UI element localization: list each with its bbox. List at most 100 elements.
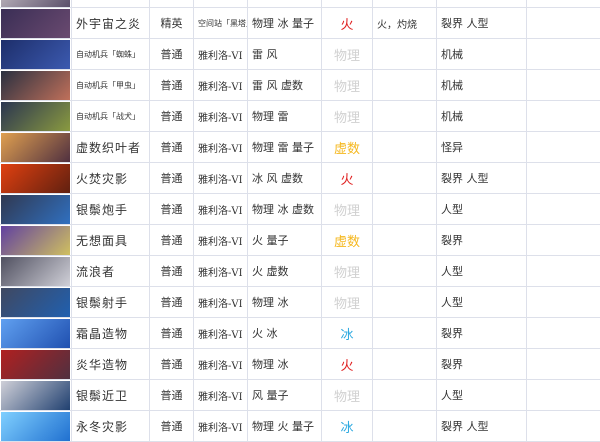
enemy-resistance: 火	[322, 8, 373, 38]
enemy-location: 雅利洛-VI	[194, 163, 248, 193]
table-row[interactable]: 银鬃炮手 普通 雅利洛-VI 物理 冰 虚数 物理 人型	[0, 194, 600, 225]
enemy-location: 空间站「黑塔」	[194, 8, 248, 38]
table-row[interactable]: 冻结，灼烧	[0, 0, 600, 8]
enemy-resistance: 物理	[322, 70, 373, 100]
enemy-resistance: 冰	[322, 411, 373, 441]
enemy-type: 裂界	[437, 318, 527, 348]
enemy-resistance	[322, 0, 373, 7]
enemy-rank: 普通	[150, 101, 194, 131]
enemy-name: 银鬃近卫	[72, 380, 150, 410]
enemy-effects	[373, 39, 437, 69]
empty-cell	[527, 132, 600, 162]
enemy-rank: 普通	[150, 194, 194, 224]
enemy-effects	[373, 225, 437, 255]
enemy-weakness: 雷 风	[248, 39, 322, 69]
enemy-effects	[373, 194, 437, 224]
table-row[interactable]: 银鬃近卫 普通 雅利洛-VI 风 量子 物理 人型	[0, 380, 600, 411]
enemy-effects	[373, 349, 437, 379]
enemy-location: 雅利洛-VI	[194, 101, 248, 131]
enemy-type: 机械	[437, 101, 527, 131]
enemy-location: 雅利洛-VI	[194, 411, 248, 441]
enemy-name: 自动机兵「战犬」	[72, 101, 150, 131]
enemy-type: 人型	[437, 287, 527, 317]
empty-cell	[527, 70, 600, 100]
enemy-portrait	[0, 194, 72, 224]
enemy-location: 雅利洛-VI	[194, 70, 248, 100]
enemy-name: 银鬃炮手	[72, 194, 150, 224]
enemy-resistance: 火	[322, 163, 373, 193]
enemy-type: 裂界	[437, 349, 527, 379]
enemy-weakness: 物理 冰 虚数	[248, 194, 322, 224]
empty-cell	[527, 0, 600, 7]
enemy-portrait	[0, 163, 72, 193]
enemy-name: 火焚灾影	[72, 163, 150, 193]
empty-cell	[527, 194, 600, 224]
enemy-effects	[373, 287, 437, 317]
enemy-type: 裂界	[437, 225, 527, 255]
enemy-resistance: 火	[322, 349, 373, 379]
enemy-rank: 精英	[150, 8, 194, 38]
table-row[interactable]: 自动机兵「战犬」 普通 雅利洛-VI 物理 雷 物理 机械	[0, 101, 600, 132]
enemy-portrait	[0, 287, 72, 317]
empty-cell	[527, 349, 600, 379]
table-row[interactable]: 外宇宙之炎 精英 空间站「黑塔」 物理 冰 量子 火 火，灼烧 裂界 人型	[0, 8, 600, 39]
table-row[interactable]: 无想面具 普通 雅利洛-VI 火 量子 虚数 裂界	[0, 225, 600, 256]
enemy-effects: 火，灼烧	[373, 8, 437, 38]
enemy-resistance: 冰	[322, 318, 373, 348]
empty-cell	[527, 8, 600, 38]
enemy-portrait	[0, 380, 72, 410]
table-row[interactable]: 炎华造物 普通 雅利洛-VI 物理 冰 火 裂界	[0, 349, 600, 380]
enemy-effects	[373, 70, 437, 100]
enemy-name: 自动机兵「蜘蛛」	[72, 39, 150, 69]
enemy-effects: 冻结，灼烧	[373, 0, 437, 7]
enemy-weakness: 火 量子	[248, 225, 322, 255]
enemy-weakness: 火 虚数	[248, 256, 322, 286]
enemy-name: 自动机兵「甲虫」	[72, 70, 150, 100]
enemy-portrait	[0, 256, 72, 286]
enemy-weakness: 冰 风 虚数	[248, 163, 322, 193]
enemy-rank: 普通	[150, 318, 194, 348]
enemy-portrait	[0, 318, 72, 348]
empty-cell	[527, 225, 600, 255]
enemy-resistance: 物理	[322, 380, 373, 410]
enemy-rank: 普通	[150, 70, 194, 100]
enemy-weakness: 风 量子	[248, 380, 322, 410]
enemy-location: 雅利洛-VI	[194, 287, 248, 317]
enemy-name: 霜晶造物	[72, 318, 150, 348]
table-row[interactable]: 虚数织叶者 普通 雅利洛-VI 物理 雷 量子 虚数 怪异	[0, 132, 600, 163]
enemy-portrait	[0, 132, 72, 162]
enemy-rank: 普通	[150, 287, 194, 317]
empty-cell	[527, 411, 600, 441]
enemy-rank: 普通	[150, 225, 194, 255]
enemy-resistance: 虚数	[322, 132, 373, 162]
empty-cell	[527, 101, 600, 131]
enemy-resistance: 物理	[322, 194, 373, 224]
table-row[interactable]: 火焚灾影 普通 雅利洛-VI 冰 风 虚数 火 裂界 人型	[0, 163, 600, 194]
enemy-portrait	[0, 70, 72, 100]
enemy-weakness	[248, 0, 322, 7]
table-row[interactable]: 自动机兵「蜘蛛」 普通 雅利洛-VI 雷 风 物理 机械	[0, 39, 600, 70]
table-row[interactable]: 霜晶造物 普通 雅利洛-VI 火 冰 冰 裂界	[0, 318, 600, 349]
enemy-rank: 普通	[150, 349, 194, 379]
enemy-weakness: 物理 雷 量子	[248, 132, 322, 162]
table-row[interactable]: 银鬃射手 普通 雅利洛-VI 物理 冰 物理 人型	[0, 287, 600, 318]
empty-cell	[527, 163, 600, 193]
empty-cell	[527, 287, 600, 317]
enemy-resistance: 物理	[322, 101, 373, 131]
table-row[interactable]: 流浪者 普通 雅利洛-VI 火 虚数 物理 人型	[0, 256, 600, 287]
enemy-type: 裂界 人型	[437, 411, 527, 441]
enemy-effects	[373, 380, 437, 410]
enemy-resistance: 虚数	[322, 225, 373, 255]
enemy-location: 雅利洛-VI	[194, 194, 248, 224]
enemy-weakness: 物理 冰 量子	[248, 8, 322, 38]
enemy-location: 雅利洛-VI	[194, 225, 248, 255]
enemy-weakness: 火 冰	[248, 318, 322, 348]
table-row[interactable]: 永冬灾影 普通 雅利洛-VI 物理 火 量子 冰 裂界 人型	[0, 411, 600, 442]
enemy-location	[194, 0, 248, 7]
table-row[interactable]: 自动机兵「甲虫」 普通 雅利洛-VI 雷 风 虚数 物理 机械	[0, 70, 600, 101]
enemy-type: 裂界 人型	[437, 163, 527, 193]
enemy-location: 雅利洛-VI	[194, 39, 248, 69]
enemy-weakness: 物理 冰	[248, 287, 322, 317]
enemy-type: 人型	[437, 380, 527, 410]
